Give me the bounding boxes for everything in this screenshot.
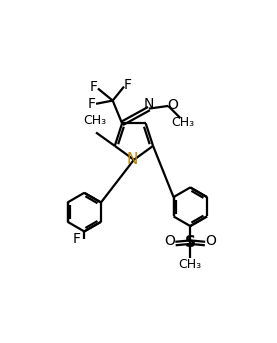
Text: S: S [185,235,196,250]
Text: O: O [164,234,175,248]
Text: F: F [87,97,95,111]
Text: F: F [73,233,81,247]
Text: CH₃: CH₃ [171,116,194,129]
Text: O: O [206,234,216,248]
Text: F: F [90,80,98,94]
Text: F: F [124,78,132,92]
Text: CH₃: CH₃ [179,258,202,271]
Text: N: N [144,97,154,111]
Text: O: O [168,98,178,111]
Text: N: N [127,152,138,167]
Text: CH₃: CH₃ [83,114,106,127]
